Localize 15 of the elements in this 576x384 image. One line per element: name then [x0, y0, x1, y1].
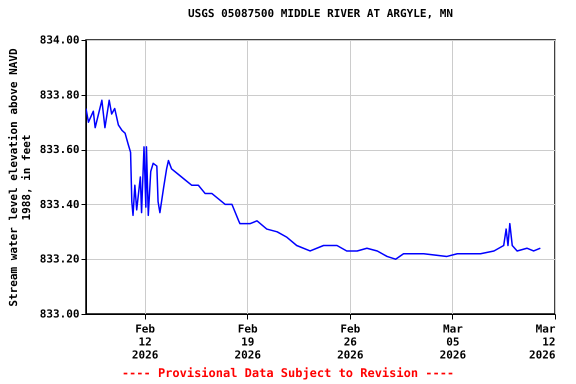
x-tick-label: Mar 05 2026 — [440, 322, 467, 362]
y-tick-label: 833.80 — [40, 88, 80, 102]
x-tick-label: Feb 26 2026 — [337, 322, 364, 362]
y-axis-title: Stream water level elevation above NAVD 1988, in feet — [6, 48, 33, 307]
y-tick-label: 834.00 — [40, 34, 80, 46]
line-series — [86, 100, 542, 260]
x-tick-label: Feb 12 2026 — [132, 322, 159, 362]
chart-title: USGS 05087500 MIDDLE RIVER AT ARGYLE, MN — [188, 7, 453, 20]
y-tick-label: 833.40 — [40, 198, 80, 211]
y-tick-label: 833.20 — [40, 252, 80, 266]
y-tick-label: 833.00 — [40, 308, 80, 320]
text: ---- Provisional Data Subject to Revision ---- — [120, 366, 456, 380]
y-tick-label: 833.60 — [40, 143, 80, 156]
x-tick-label: Feb 19 2026 — [234, 322, 262, 362]
x-tick-label: Mar 12 2026 — [529, 322, 556, 362]
